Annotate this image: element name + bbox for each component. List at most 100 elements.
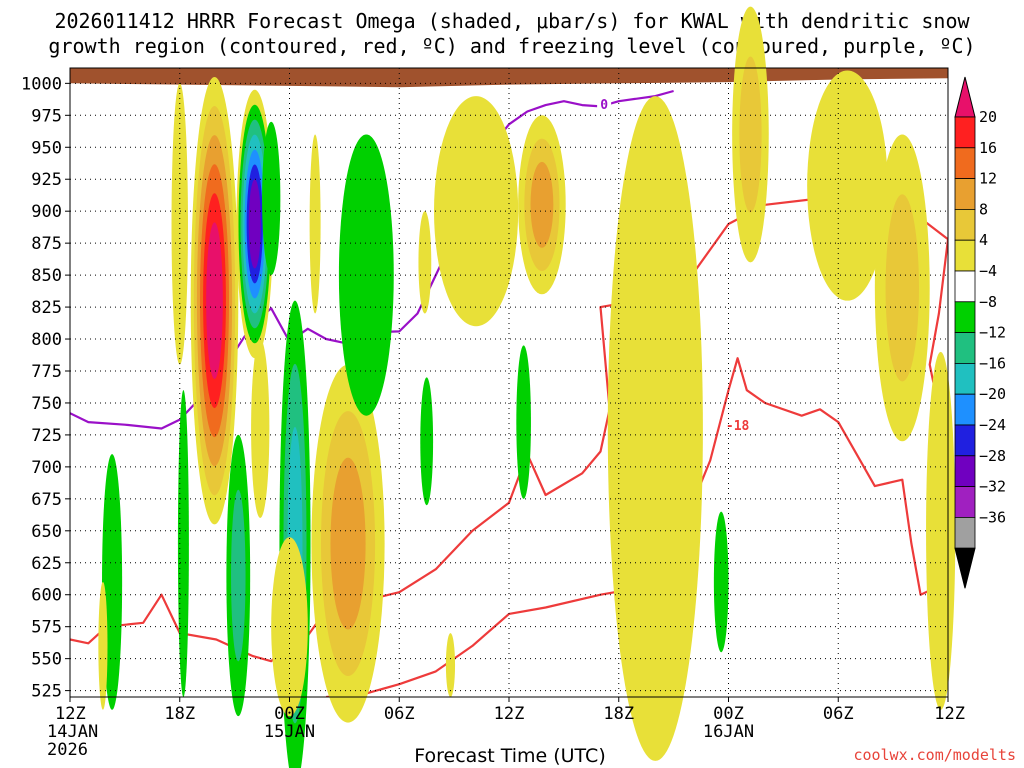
ytick-label-850: 850 <box>31 266 62 286</box>
yellow-band-right <box>807 70 888 301</box>
yellow-broad-column <box>607 96 703 761</box>
colorbar-label-2: 12 <box>979 170 997 188</box>
ytick-label-725: 725 <box>31 426 62 446</box>
green-streak-2-layer <box>231 489 246 662</box>
colorbar-swatch-12 <box>954 486 976 518</box>
yellow-cap-center-layer <box>271 537 308 717</box>
yellow-right-edge-low-layer <box>885 194 920 382</box>
xtick-label-12: 00Z <box>274 704 305 724</box>
xtick-year-0: 2026 <box>47 740 88 760</box>
yellow-fleck-top <box>445 633 456 698</box>
ytick-label-950: 950 <box>31 138 62 158</box>
freezing-label-bg <box>597 96 612 111</box>
yellow-column-mid <box>251 339 270 519</box>
yellow-thin-layer <box>309 134 321 314</box>
strong-ascent-core <box>190 76 239 525</box>
yellow-band-right-layer <box>807 70 888 301</box>
colorbar-swatch-0 <box>954 116 976 149</box>
colorbar-swatch-8 <box>954 362 976 395</box>
ytick-label-825: 825 <box>31 298 62 318</box>
xtick-date-36: 16JAN <box>703 722 754 742</box>
green-blob-lower-layer <box>338 134 394 416</box>
ytick-label-900: 900 <box>31 202 62 222</box>
gold-column-upper <box>311 364 385 723</box>
chart-title-line1: 2026011412 HRRR Forecast Omega (shaded, … <box>54 9 970 33</box>
dendritic-contour-label: -18 <box>726 419 750 434</box>
colorbar-label-5: −4 <box>979 262 997 280</box>
ytick-label-700: 700 <box>31 458 62 478</box>
green-blob-lower <box>338 134 394 416</box>
ytick-label-925: 925 <box>31 170 62 190</box>
yellow-streak-early <box>98 581 108 710</box>
xtick-label-48: 12Z <box>934 704 965 724</box>
green-dot-700 <box>420 377 434 506</box>
yellow-lobe-00z-layer <box>739 56 762 213</box>
x-axis-title: Forecast Time (UTC) <box>414 745 605 767</box>
ytick-label-1000: 1000 <box>21 74 62 94</box>
green-streak-right-layer <box>713 511 729 653</box>
yellow-dot-860-layer <box>418 211 432 314</box>
colorbar-label-10: −24 <box>979 416 1006 434</box>
yellow-fleck-top-layer <box>445 633 456 698</box>
yellow-band-low-layer <box>434 96 519 327</box>
xtick-date-12: 15JAN <box>264 722 315 742</box>
ytick-label-775: 775 <box>31 362 62 382</box>
ytick-label-600: 600 <box>31 586 62 606</box>
green-streak-730-layer <box>516 345 531 499</box>
ytick-label-975: 975 <box>31 106 62 126</box>
colorbar-label-3: 8 <box>979 200 988 218</box>
colorbar-swatch-5 <box>954 270 976 303</box>
xtick-date-0: 14JAN <box>47 722 98 742</box>
strong-descent-core-layer <box>248 179 261 269</box>
colorbar-swatch-4 <box>954 239 976 272</box>
gold-column-upper-layer <box>330 457 366 630</box>
green-streak-2 <box>226 434 251 717</box>
colorbar-swatch-13 <box>954 517 976 549</box>
colorbar-swatch-9 <box>954 393 976 426</box>
colorbar-swatch-11 <box>954 455 976 487</box>
dendritic-label-bg <box>723 415 752 432</box>
ytick-label-625: 625 <box>31 554 62 574</box>
colorbar-bottom-arrow <box>954 547 976 589</box>
yellow-column-mid-layer <box>251 339 270 519</box>
ytick-label-875: 875 <box>31 234 62 254</box>
chart-title-line2: growth region (contoured, red, ºC) and f… <box>48 34 975 58</box>
yellow-cap-center <box>271 537 308 717</box>
ytick-label-800: 800 <box>31 330 62 350</box>
yellow-broad-column-layer <box>607 96 703 761</box>
green-spot-low-layer <box>262 121 281 276</box>
freezing-level-label-2: 0 <box>600 98 608 113</box>
xtick-label-0: 12Z <box>55 704 86 724</box>
yellow-thin <box>309 134 321 314</box>
strong-ascent-core-layer <box>206 222 223 379</box>
xtick-label-6: 18Z <box>164 704 195 724</box>
green-dot-700-layer <box>420 377 434 506</box>
ytick-label-650: 650 <box>31 522 62 542</box>
colorbar-label-11: −28 <box>979 447 1006 465</box>
colorbar-swatch-1 <box>954 147 976 180</box>
credit-text: coolwx.com/modelts <box>853 746 1016 764</box>
yellow-lobe-00z <box>732 6 769 263</box>
xtick-label-30: 18Z <box>603 704 634 724</box>
colorbar-label-13: −36 <box>979 508 1006 526</box>
gold-blob-900-layer <box>530 161 554 248</box>
gold-blob-900 <box>518 115 566 295</box>
ytick-label-550: 550 <box>31 650 62 670</box>
xtick-label-42: 06Z <box>823 704 854 724</box>
colorbar-top-arrow <box>954 76 976 118</box>
colorbar-swatch-2 <box>954 178 976 210</box>
yellow-dot-860 <box>418 211 432 314</box>
colorbar-swatch-3 <box>954 208 976 241</box>
yellow-right-edge-low <box>874 134 930 442</box>
green-streak-right <box>713 511 729 653</box>
terrain-surface <box>70 68 948 88</box>
colorbar-label-4: 4 <box>979 231 988 249</box>
ytick-label-525: 525 <box>31 682 62 702</box>
colorbar-label-6: −8 <box>979 293 997 311</box>
colorbar-swatch-7 <box>954 332 976 364</box>
colorbar-swatch-6 <box>954 301 976 333</box>
colorbar-label-8: −16 <box>979 354 1006 372</box>
colorbar-label-7: −12 <box>979 324 1006 342</box>
colorbar-label-9: −20 <box>979 385 1006 403</box>
